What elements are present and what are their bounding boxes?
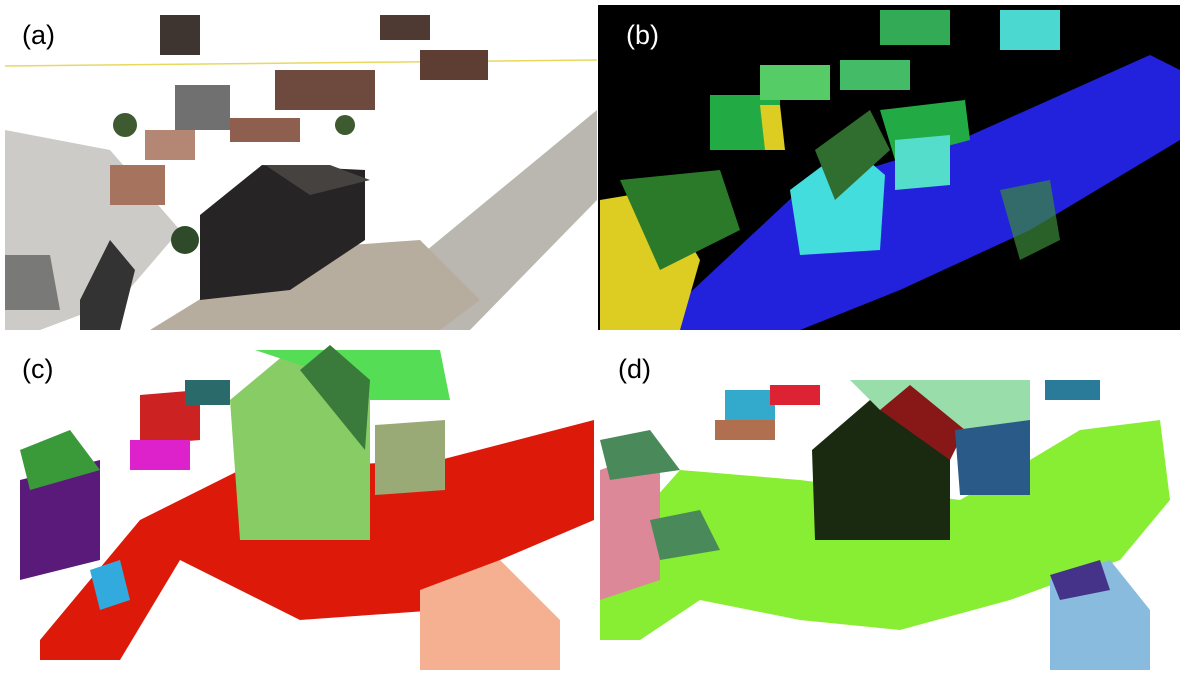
- house-roof: [110, 165, 165, 205]
- roof-segment: [185, 380, 230, 405]
- house-wall-segment: [895, 135, 950, 190]
- wall-segment: [715, 420, 775, 440]
- house-roof: [160, 15, 200, 55]
- roof-segment: [770, 385, 820, 405]
- page: (a) (b) (c): [0, 0, 1184, 673]
- wall-segment: [375, 420, 445, 495]
- wall-segment: [955, 420, 1030, 495]
- roof-segment: [725, 390, 775, 420]
- tree: [171, 226, 199, 254]
- panel-label: (d): [618, 354, 651, 384]
- wall-segment: [130, 440, 190, 470]
- roof-segment: [840, 60, 910, 90]
- panel-d: (d): [598, 338, 1180, 670]
- house-roof: [145, 130, 195, 160]
- house-roof: [380, 15, 430, 40]
- figure: (a) (b) (c): [0, 0, 1184, 673]
- panel-b: (b): [598, 5, 1180, 330]
- panel-a: (a): [5, 5, 597, 330]
- segment: [1045, 380, 1100, 400]
- panel-label: (b): [626, 20, 659, 50]
- roof-segment: [880, 10, 950, 45]
- panel-label: (c): [22, 354, 53, 384]
- house-roof: [275, 70, 375, 110]
- tree: [113, 113, 137, 137]
- roof-segment: [1000, 10, 1060, 50]
- house-wall: [175, 85, 230, 130]
- tree: [335, 115, 355, 135]
- house-roof: [420, 50, 488, 80]
- roof-segment: [760, 65, 830, 100]
- panel-c: (c): [5, 338, 594, 670]
- panel-label: (a): [22, 20, 55, 50]
- house-roof: [230, 118, 300, 142]
